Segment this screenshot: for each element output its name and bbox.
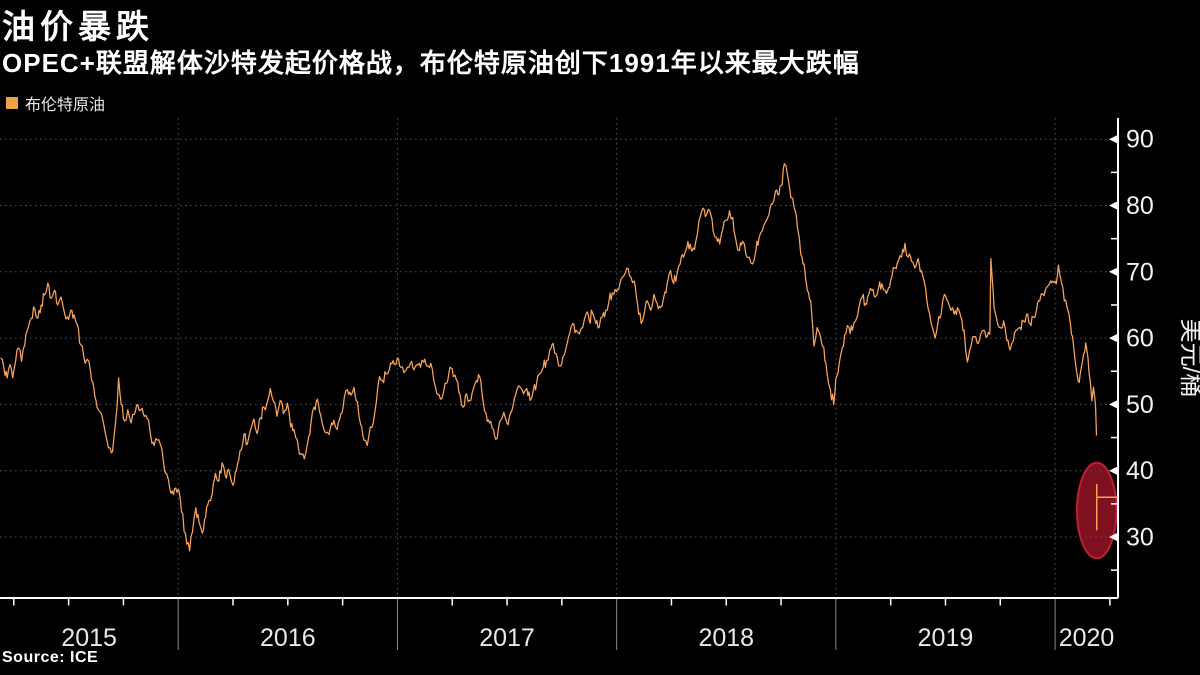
x-year-label: 2019 xyxy=(918,624,974,652)
legend: 布伦特原油 xyxy=(6,91,105,115)
x-year-label: 2020 xyxy=(1059,624,1115,652)
legend-swatch-icon xyxy=(6,97,18,109)
x-year-label: 2017 xyxy=(479,624,535,652)
price-line xyxy=(0,163,1098,552)
y-tick-label: 90 xyxy=(1126,126,1154,154)
x-year-label: 2016 xyxy=(260,624,316,652)
y-tick-arrow-icon xyxy=(1109,266,1119,277)
y-tick-arrow-icon xyxy=(1109,465,1119,476)
y-tick-arrow-icon xyxy=(1109,200,1119,211)
page-title: 油价暴跌 xyxy=(2,8,154,45)
y-tick-arrow-icon xyxy=(1109,333,1119,344)
y-tick-label: 40 xyxy=(1126,457,1154,485)
y-tick-label: 80 xyxy=(1126,192,1154,220)
x-year-label: 2018 xyxy=(698,624,754,652)
y-tick-arrow-icon xyxy=(1109,399,1119,410)
y-tick-label: 30 xyxy=(1126,524,1154,552)
y-tick-label: 50 xyxy=(1126,391,1154,419)
y-tick-arrow-icon xyxy=(1109,532,1119,543)
y-tick-arrow-icon xyxy=(1109,134,1119,145)
x-year-label: 2015 xyxy=(61,624,117,652)
page-subtitle: OPEC+联盟解体沙特发起价格战，布伦特原油创下1991年以来最大跌幅 xyxy=(2,48,860,78)
y-tick-label: 60 xyxy=(1126,325,1154,353)
y-axis-unit-label: 美元/桶 xyxy=(1177,319,1200,398)
legend-label: 布伦特原油 xyxy=(25,97,106,114)
y-tick-label: 70 xyxy=(1126,258,1154,286)
source-credit: Source: ICE xyxy=(2,649,99,666)
